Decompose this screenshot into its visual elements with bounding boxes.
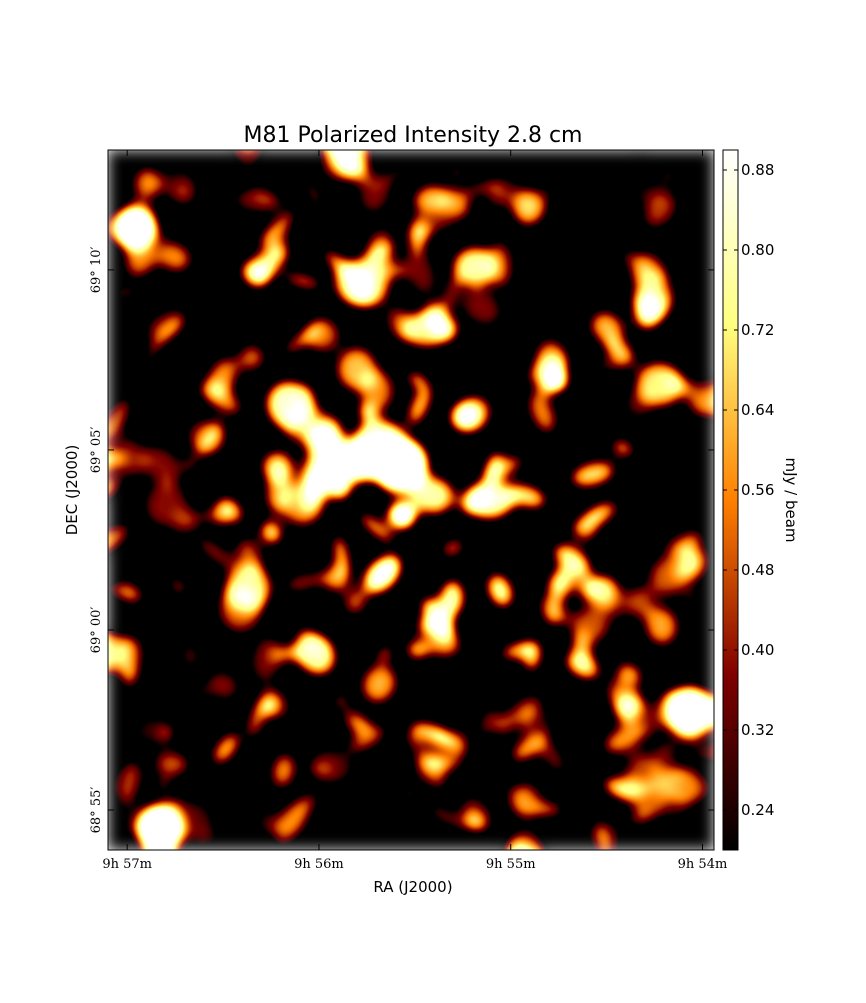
- chart-title: M81 Polarized Intensity 2.8 cm: [244, 123, 583, 148]
- colorbar-tick-label: 0.88: [741, 161, 774, 179]
- colorbar-tick-label: 0.24: [741, 801, 774, 819]
- image: [108, 150, 714, 850]
- colorbar-tick-label: 0.32: [741, 721, 774, 739]
- x-tick-label: 9h 57m: [102, 857, 152, 872]
- y-tick-label: 68° 55′: [89, 787, 104, 834]
- x-tick-label: 9h 56m: [294, 857, 344, 872]
- plot-frame: [107, 149, 715, 851]
- colorbar-tick-label: 0.48: [741, 561, 774, 579]
- y-tick-label: 69° 10′: [89, 247, 104, 294]
- colorbar-tick-label: 0.64: [741, 401, 774, 419]
- y-tick-label: 69° 00′: [89, 607, 104, 654]
- colorbar-tick-label: 0.56: [741, 481, 774, 499]
- colorbar-label: mJy / beam: [782, 457, 800, 542]
- colorbar: [722, 149, 739, 851]
- colorbar-tick-label: 0.40: [741, 641, 774, 659]
- x-axis-label: RA (J2000): [373, 878, 452, 896]
- y-axis-label: DEC (J2000): [63, 445, 81, 536]
- colorbar-tick-label: 0.72: [741, 321, 774, 339]
- x-tick-label: 9h 55m: [486, 857, 536, 872]
- colorbar-tick-label: 0.80: [741, 241, 774, 259]
- y-tick-label: 69° 05′: [89, 427, 104, 474]
- x-tick-label: 9h 54m: [678, 857, 728, 872]
